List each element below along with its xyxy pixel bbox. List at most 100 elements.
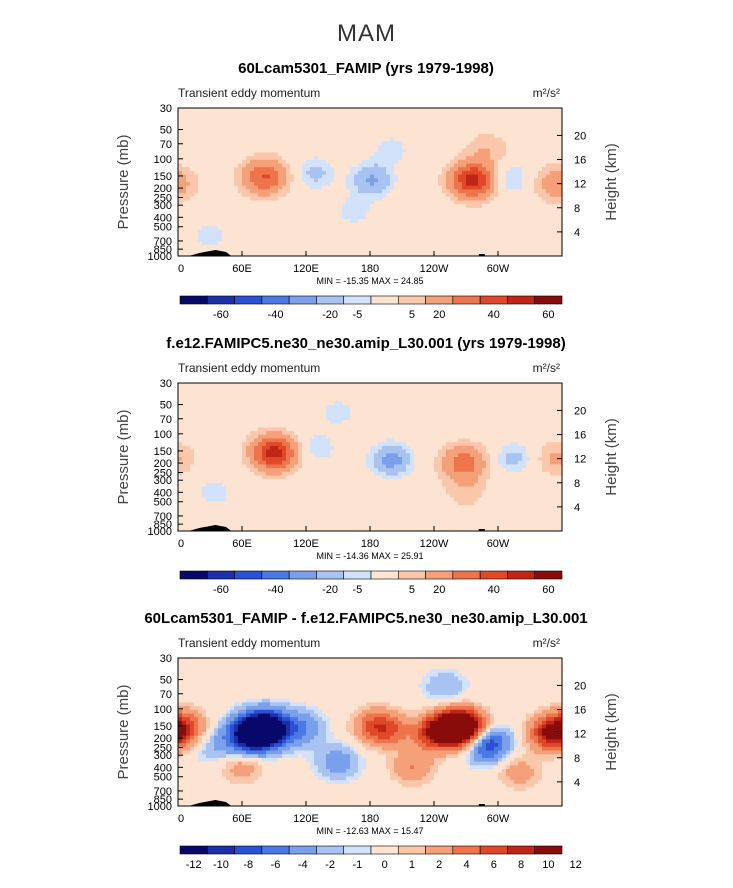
heatmap-cell	[514, 196, 519, 201]
heatmap-cell	[302, 196, 307, 201]
heatmap-cell	[478, 211, 483, 216]
heatmap-cell	[542, 420, 547, 425]
heatmap-cell	[378, 111, 383, 116]
heatmap-cell	[294, 122, 299, 127]
heatmap-cell	[362, 383, 367, 388]
heatmap-cell	[454, 207, 459, 212]
heatmap-cell	[446, 386, 451, 391]
heatmap-cell	[318, 178, 323, 183]
heatmap-cell	[538, 390, 543, 395]
heatmap-cell	[246, 133, 251, 138]
heatmap-cell	[294, 383, 299, 388]
heatmap-cell	[278, 200, 283, 205]
heatmap-cell	[198, 145, 203, 150]
heatmap-cell	[530, 115, 535, 120]
heatmap-cell	[194, 416, 199, 421]
heatmap-cell	[522, 152, 527, 157]
heatmap-cell	[302, 119, 307, 124]
heatmap-cell	[298, 230, 303, 235]
heatmap-cell	[490, 130, 495, 135]
heatmap-cell	[454, 204, 459, 209]
heatmap-cell	[498, 189, 503, 194]
heatmap-cell	[530, 383, 535, 388]
heatmap-cell	[314, 401, 319, 406]
heatmap-cell	[378, 167, 383, 172]
heatmap-cell	[482, 174, 487, 179]
heatmap-cell	[466, 237, 471, 242]
heatmap-cell	[334, 108, 339, 113]
heatmap-cell	[286, 126, 291, 131]
heatmap-cell	[238, 408, 243, 413]
heatmap-cell	[454, 141, 459, 146]
heatmap-cell	[510, 412, 515, 417]
heatmap-cell	[354, 170, 359, 175]
heatmap-cell	[310, 408, 315, 413]
heatmap-cell	[198, 163, 203, 168]
heatmap-cell	[286, 170, 291, 175]
heatmap-cell	[202, 148, 207, 153]
heatmap-cell	[314, 130, 319, 135]
heatmap-cell	[506, 204, 511, 209]
heatmap-cell	[374, 244, 379, 249]
heatmap-cell	[326, 189, 331, 194]
heatmap-cell	[362, 241, 367, 246]
heatmap-cell	[438, 152, 443, 157]
heatmap-cell	[470, 412, 475, 417]
heatmap-cell	[354, 207, 359, 212]
heatmap-cell	[422, 416, 427, 421]
heatmap-cell	[338, 226, 343, 231]
heatmap-cell	[550, 137, 555, 142]
heatmap-cell	[470, 215, 475, 220]
heatmap-cell	[186, 170, 191, 175]
heatmap-cell	[282, 170, 287, 175]
heatmap-cell	[498, 174, 503, 179]
heatmap-cell	[490, 170, 495, 175]
heatmap-cell	[346, 416, 351, 421]
heatmap-cell	[414, 196, 419, 201]
heatmap-cell	[450, 237, 455, 242]
heatmap-cell	[438, 196, 443, 201]
heatmap-cell	[546, 204, 551, 209]
heatmap-cell	[522, 182, 527, 187]
heatmap-cell	[454, 159, 459, 164]
heatmap-cell	[430, 141, 435, 146]
heatmap-cell	[290, 237, 295, 242]
colorbar-label: -5	[352, 309, 362, 321]
heatmap-cell	[234, 207, 239, 212]
heatmap-cell	[454, 233, 459, 238]
heatmap-cell	[482, 207, 487, 212]
heatmap-cell	[486, 115, 491, 120]
heatmap-cell	[190, 145, 195, 150]
heatmap-cell	[306, 211, 311, 216]
heatmap-cell	[318, 193, 323, 198]
heatmap-cell	[374, 159, 379, 164]
heatmap-cell	[234, 108, 239, 113]
heatmap-cell	[338, 185, 343, 190]
heatmap-cell	[178, 167, 183, 172]
heatmap-cell	[458, 178, 463, 183]
heatmap-cell	[354, 420, 359, 425]
heatmap-cell	[270, 386, 275, 391]
heatmap-cell	[462, 207, 467, 212]
heatmap-cell	[438, 233, 443, 238]
heatmap-cell	[374, 397, 379, 402]
heatmap-cell	[542, 230, 547, 235]
heatmap-cell	[286, 167, 291, 172]
heatmap-cell	[242, 122, 247, 127]
heatmap-cell	[182, 222, 187, 227]
heatmap-cell	[466, 159, 471, 164]
heatmap-cell	[358, 248, 363, 253]
heatmap-cell	[230, 159, 235, 164]
heatmap-cell	[506, 408, 511, 413]
heatmap-cell	[354, 174, 359, 179]
heatmap-cell	[410, 386, 415, 391]
heatmap-cell	[386, 133, 391, 138]
heatmap-cell	[542, 126, 547, 131]
heatmap-cell	[258, 252, 263, 257]
heatmap-cell	[210, 156, 215, 161]
heatmap-cell	[266, 383, 271, 388]
heatmap-cell	[178, 196, 183, 201]
heatmap-cell	[214, 130, 219, 135]
heatmap-cell	[210, 174, 215, 179]
heatmap-cell	[338, 182, 343, 187]
